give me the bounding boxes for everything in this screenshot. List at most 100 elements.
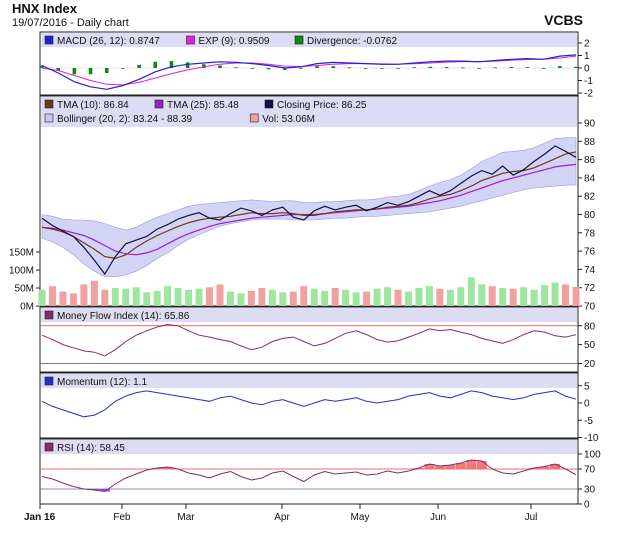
price-y-tick-label: 70 (584, 302, 596, 313)
divergence-bar (363, 68, 368, 69)
divergence-bar (396, 68, 400, 69)
macd-y-tick-label: 2 (584, 39, 590, 50)
vol-y-tick-label: 100M (9, 266, 34, 277)
price-y-tick-label: 76 (584, 247, 596, 258)
volume-bar (478, 284, 486, 306)
volume-bar (111, 288, 119, 306)
volume-bar (342, 289, 350, 306)
macd-legend-label-2: Divergence: -0.0762 (307, 36, 397, 47)
macd-line (41, 54, 577, 90)
divergence-bar (40, 65, 44, 68)
macd-legend-swatch-1 (186, 35, 195, 45)
volume-bar (363, 291, 371, 306)
divergence-bar (315, 66, 319, 68)
price-legend-label-1: TMA (25): 85.48 (167, 100, 239, 111)
volume-bar (237, 293, 245, 306)
volume-bar (164, 286, 172, 306)
macd-y-tick-label: 0 (584, 64, 590, 75)
divergence-bar (299, 68, 303, 69)
divergence-bar (331, 66, 336, 68)
volume-bar (562, 284, 570, 306)
volume-bar (80, 284, 88, 306)
divergence-bar (509, 67, 514, 68)
closing-price-line (41, 145, 577, 276)
rsi-overbought-fill (539, 466, 550, 469)
volume-bar (310, 288, 318, 306)
price-y-tick-label: 82 (584, 192, 596, 203)
volume-bar (541, 285, 549, 306)
page-title: HNX Index (12, 1, 78, 16)
price-legend-label-2: Closing Price: 86.25 (277, 100, 367, 111)
volume-bar (206, 287, 214, 306)
volume-bar (132, 287, 140, 306)
volume-bar (289, 291, 297, 306)
macd-legend-swatch-2 (294, 35, 304, 45)
divergence-bar (250, 68, 255, 69)
volume-bar (488, 286, 496, 306)
volume-bar (425, 286, 433, 306)
rsi-overbought-fill (476, 461, 487, 469)
rsi-overbought-fill (162, 467, 173, 469)
momentum-y-tick-label: -5 (584, 416, 593, 427)
rsi-y-tick-label: 0 (584, 500, 590, 511)
divergence-bar (282, 68, 287, 70)
vol-y-tick-label: 0M (20, 302, 34, 313)
volume-bar (415, 288, 423, 306)
volume-bar (551, 282, 559, 306)
volume-bar (59, 291, 67, 306)
price-y-tick-label: 72 (584, 283, 596, 294)
mfi-legend-bg (41, 308, 577, 322)
volume-bar (467, 277, 475, 306)
mfi-y-tick-label: 80 (584, 321, 596, 332)
rsi-oversold-fill (99, 489, 110, 492)
x-tick-label: Jan 16 (24, 512, 56, 523)
momentum-legend-swatch-0 (44, 376, 54, 386)
macd-legend-label-1: EXP (9): 0.9509 (199, 36, 270, 47)
bollinger-band (41, 137, 577, 277)
divergence-bar (104, 68, 109, 73)
price-legend-bg (41, 97, 577, 127)
x-tick-label: May (351, 512, 370, 523)
divergence-bar (541, 68, 546, 69)
divergence-bar (444, 67, 449, 68)
divergence-bar (460, 67, 465, 69)
divergence-bar (412, 67, 416, 69)
rsi-overbought-fill (550, 464, 561, 469)
volume-bar (258, 288, 266, 306)
volume-bar (216, 284, 224, 306)
volume-bar (90, 280, 98, 306)
rsi-overbought-fill (455, 463, 466, 469)
price-legend-swatch-4 (249, 113, 259, 123)
rsi-legend-label-0: RSI (14): 58.45 (57, 443, 125, 454)
divergence-bar (56, 68, 60, 71)
divergence-bar (234, 67, 238, 69)
volume-bar (394, 289, 402, 306)
divergence-bar (574, 66, 578, 68)
x-tick-label: Jul (525, 512, 538, 523)
mfi-legend-label-0: Money Flow Index (14): 65.86 (57, 311, 190, 322)
mfi-y-tick-label: 20 (584, 359, 596, 370)
price-legend-swatch-0 (44, 99, 54, 109)
volume-bar (69, 293, 77, 306)
divergence-bar (558, 66, 562, 68)
volume-bar (48, 286, 56, 306)
divergence-bar (169, 61, 174, 68)
volume-bar (321, 290, 329, 306)
volume-bar (174, 288, 182, 306)
volume-bar (572, 286, 580, 306)
volume-bar (446, 289, 454, 306)
x-tick-label: Apr (274, 512, 290, 523)
price-legend-label-0: TMA (10): 86.84 (57, 100, 129, 111)
divergence-bar (380, 68, 384, 69)
price-y-tick-label: 78 (584, 228, 596, 239)
divergence-bar (153, 61, 158, 68)
vol-y-tick-label: 150M (9, 248, 34, 259)
rsi-legend-swatch-0 (44, 442, 54, 452)
price-y-tick-label: 86 (584, 155, 596, 166)
price-legend-label-3: Bollinger (20, 2): 83.24 - 88.39 (57, 114, 193, 125)
price-legend-swatch-2 (264, 99, 274, 109)
volume-bar (457, 287, 465, 306)
rsi-overbought-fill (434, 466, 445, 469)
volume-bar (384, 287, 392, 306)
